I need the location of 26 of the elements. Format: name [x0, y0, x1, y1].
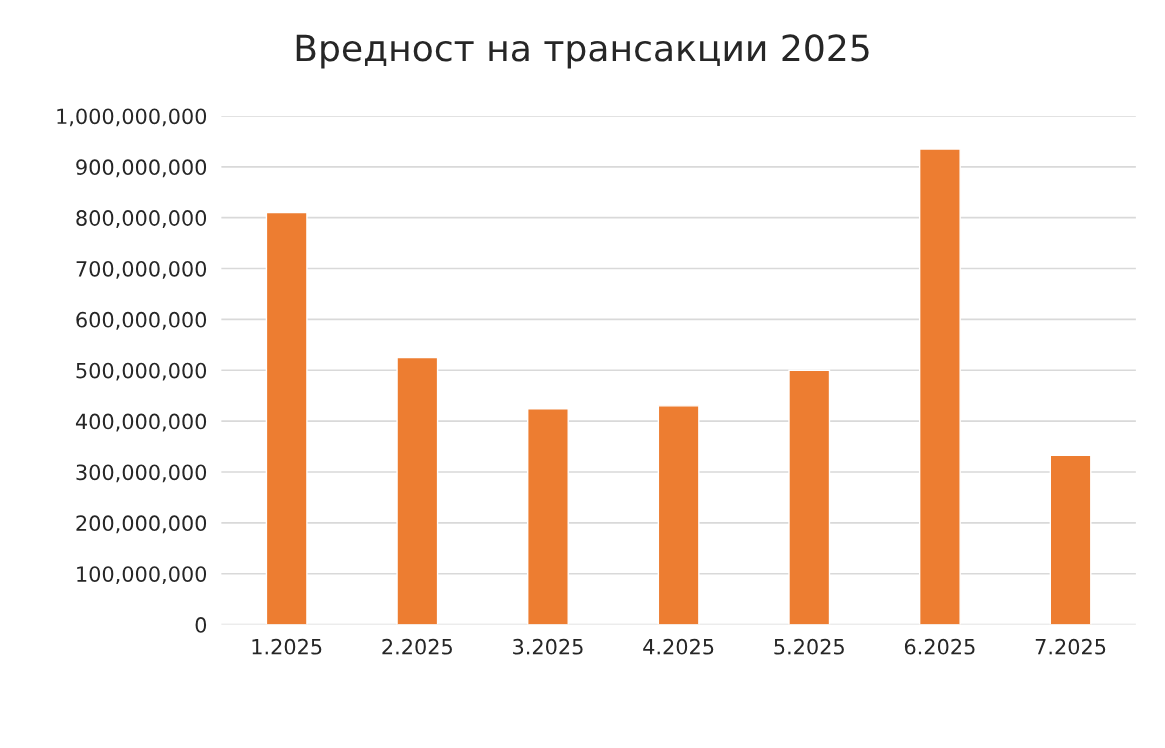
y-tick-label: 300,000,000: [76, 464, 207, 483]
bar: [527, 408, 569, 625]
x-tick-label: 6.2025: [904, 638, 975, 655]
y-tick-label: 700,000,000: [76, 260, 207, 279]
bar: [918, 148, 961, 625]
y-tick-label: 200,000,000: [76, 515, 207, 534]
y-tick-label: 600,000,000: [76, 311, 207, 330]
y-tick-label: 500,000,000: [76, 362, 207, 381]
bar: [788, 369, 831, 625]
x-tick-label: 1.2025: [252, 638, 322, 655]
x-tick-label: 4.2025: [643, 638, 714, 655]
bar: [657, 405, 700, 625]
chart-title: Вредност на трансакции 2025: [296, 34, 869, 69]
bar: [1049, 454, 1092, 625]
y-tick-label: 400,000,000: [75, 413, 207, 432]
y-tick-label: 1,000,000,000: [57, 108, 207, 127]
x-tick-label: 2.2025: [382, 638, 452, 655]
x-tick-label: 3.2025: [513, 638, 583, 655]
y-tick-label: 800,000,000: [76, 210, 207, 228]
bar: [265, 211, 308, 625]
y-tick-label: 0: [195, 617, 207, 633]
x-tick-label: 7.2025: [1035, 638, 1106, 655]
bar: [396, 356, 439, 625]
y-tick-label: 100,000,000: [77, 566, 207, 585]
x-tick-label: 5.2025: [774, 638, 844, 655]
y-tick-label: 900,000,000: [76, 159, 207, 178]
